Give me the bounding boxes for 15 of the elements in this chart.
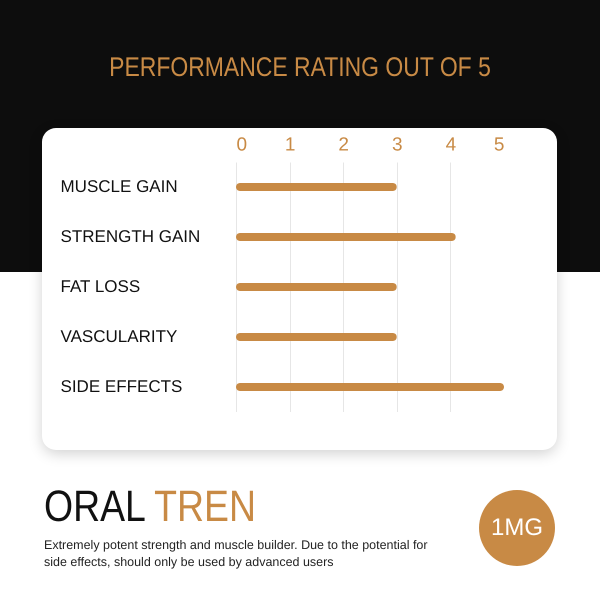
x-tick-label: 2 xyxy=(338,134,349,156)
text: Extremely potent strength and muscle builder. Due to the potential for side effects, should only be used by advanced users xyxy=(44,537,429,571)
y-tick-label: STRENGTH GAIN xyxy=(60,227,200,246)
y-tick-label: SIDE EFFECTS xyxy=(60,377,182,396)
circle-badge: 1MG xyxy=(479,490,555,566)
x-tick-label: 0 xyxy=(236,134,248,156)
y-tick-label: FAT LOSS xyxy=(60,277,140,296)
text: ORAL TREN xyxy=(44,482,256,531)
x-tick-label: 5 xyxy=(494,134,504,156)
x-tick-label: 1 xyxy=(284,134,296,156)
x-tick-label: 3 xyxy=(392,134,403,156)
y-tick-label: MUSCLE GAIN xyxy=(60,177,178,196)
y-tick-label: VASCULARITY xyxy=(60,327,178,346)
x-tick-label: 4 xyxy=(446,134,457,156)
chart-title: PERFORMANCE RATING OUT OF 5 xyxy=(108,52,492,83)
